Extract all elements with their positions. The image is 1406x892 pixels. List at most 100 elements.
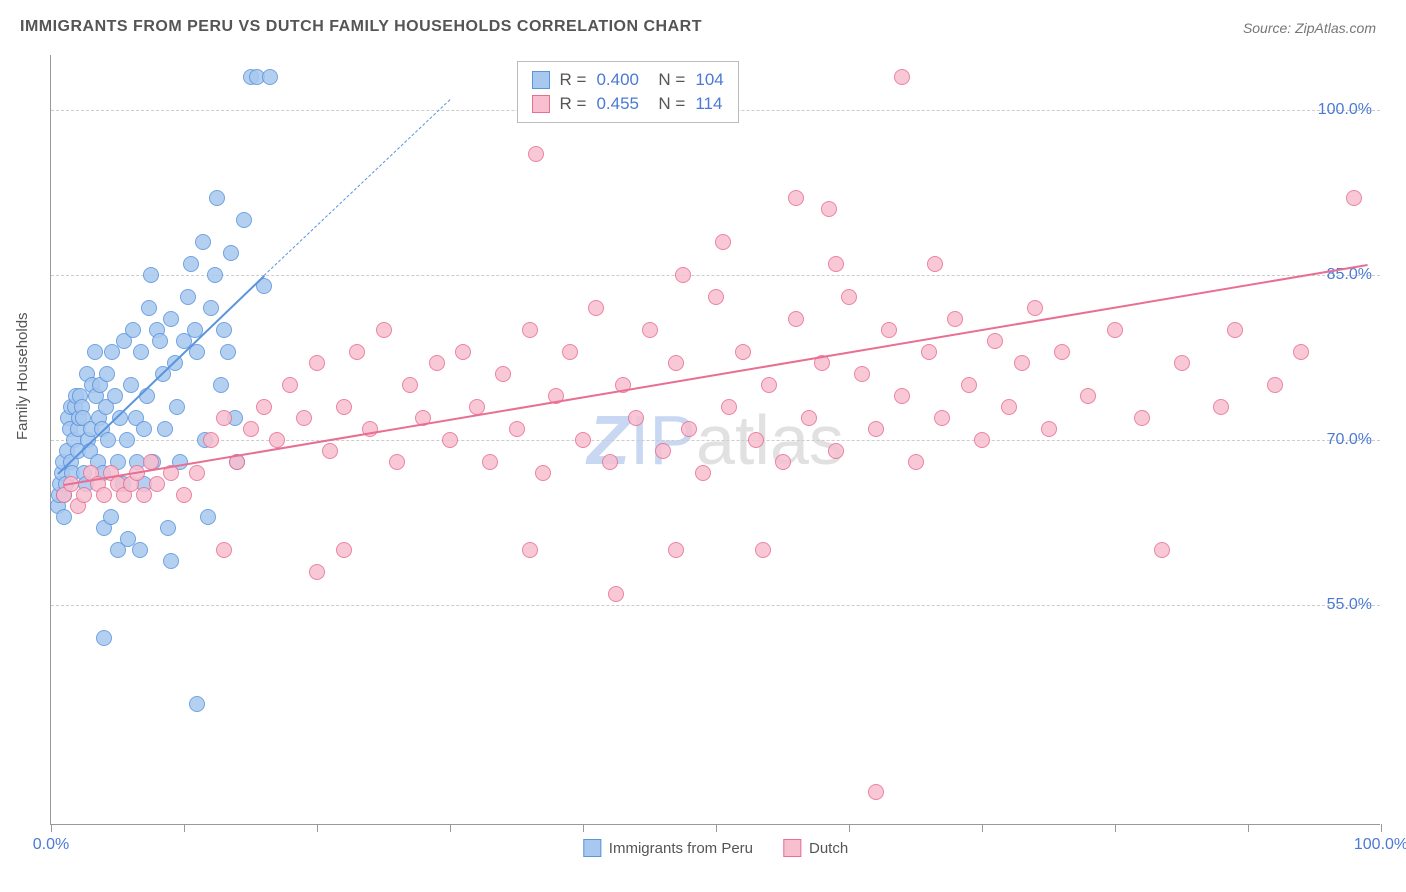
series-swatch xyxy=(532,95,550,113)
data-point xyxy=(868,784,884,800)
data-point xyxy=(309,564,325,580)
legend-label: Immigrants from Peru xyxy=(609,840,753,857)
x-tick xyxy=(1381,824,1382,832)
data-point xyxy=(522,542,538,558)
data-point xyxy=(125,322,141,338)
data-point xyxy=(269,432,285,448)
data-point xyxy=(189,696,205,712)
data-point xyxy=(136,487,152,503)
data-point xyxy=(220,344,236,360)
data-point xyxy=(588,300,604,316)
data-point xyxy=(100,432,116,448)
data-point xyxy=(180,289,196,305)
y-tick-label: 70.0% xyxy=(1327,431,1372,449)
data-point xyxy=(881,322,897,338)
legend-item: Immigrants from Peru xyxy=(583,839,753,857)
data-point xyxy=(821,201,837,217)
data-point xyxy=(143,267,159,283)
data-point xyxy=(455,344,471,360)
data-point xyxy=(961,377,977,393)
data-point xyxy=(203,432,219,448)
data-point xyxy=(216,410,232,426)
gridline xyxy=(51,440,1380,441)
data-point xyxy=(681,421,697,437)
data-point xyxy=(748,432,764,448)
data-point xyxy=(668,355,684,371)
x-tick xyxy=(1248,824,1249,832)
gridline xyxy=(51,275,1380,276)
data-point xyxy=(828,256,844,272)
data-point xyxy=(336,399,352,415)
legend-label: Dutch xyxy=(809,840,848,857)
data-point xyxy=(152,333,168,349)
trend-line xyxy=(263,99,450,276)
x-tick xyxy=(317,824,318,832)
n-label: N = xyxy=(649,92,685,116)
data-point xyxy=(133,344,149,360)
data-point xyxy=(163,311,179,327)
stats-row: R =0.455 N =114 xyxy=(532,92,724,116)
data-point xyxy=(1027,300,1043,316)
data-point xyxy=(788,190,804,206)
data-point xyxy=(1154,542,1170,558)
data-point xyxy=(1054,344,1070,360)
source-attribution: Source: ZipAtlas.com xyxy=(1243,20,1376,36)
data-point xyxy=(389,454,405,470)
data-point xyxy=(136,421,152,437)
data-point xyxy=(176,487,192,503)
data-point xyxy=(894,388,910,404)
correlation-stats-box: R =0.400 N =104R =0.455 N =114 xyxy=(517,61,739,123)
data-point xyxy=(1080,388,1096,404)
data-point xyxy=(213,377,229,393)
data-point xyxy=(522,322,538,338)
data-point xyxy=(309,355,325,371)
data-point xyxy=(1227,322,1243,338)
data-point xyxy=(262,69,278,85)
data-point xyxy=(119,432,135,448)
data-point xyxy=(721,399,737,415)
chart-title: IMMIGRANTS FROM PERU VS DUTCH FAMILY HOU… xyxy=(0,0,1406,36)
data-point xyxy=(376,322,392,338)
data-point xyxy=(495,366,511,382)
data-point xyxy=(76,487,92,503)
data-point xyxy=(1014,355,1030,371)
data-point xyxy=(715,234,731,250)
x-tick-label: 0.0% xyxy=(33,836,69,854)
data-point xyxy=(132,542,148,558)
data-point xyxy=(141,300,157,316)
data-point xyxy=(107,388,123,404)
y-tick-label: 100.0% xyxy=(1318,101,1372,119)
data-point xyxy=(482,454,498,470)
data-point xyxy=(974,432,990,448)
data-point xyxy=(256,399,272,415)
data-point xyxy=(868,421,884,437)
gridline xyxy=(51,605,1380,606)
data-point xyxy=(442,432,458,448)
data-point xyxy=(528,146,544,162)
data-point xyxy=(123,377,139,393)
series-swatch xyxy=(532,71,550,89)
data-point xyxy=(96,630,112,646)
data-point xyxy=(207,267,223,283)
data-point xyxy=(921,344,937,360)
data-point xyxy=(668,542,684,558)
data-point xyxy=(708,289,724,305)
data-point xyxy=(96,487,112,503)
n-value: 104 xyxy=(695,68,723,92)
data-point xyxy=(841,289,857,305)
data-point xyxy=(103,509,119,525)
bottom-legend: Immigrants from Peru Dutch xyxy=(583,839,848,857)
data-point xyxy=(336,542,352,558)
x-tick-label: 100.0% xyxy=(1354,836,1406,854)
data-point xyxy=(56,509,72,525)
y-axis-label: Family Households xyxy=(14,312,31,440)
x-tick xyxy=(184,824,185,832)
n-label: N = xyxy=(649,68,685,92)
data-point xyxy=(282,377,298,393)
data-point xyxy=(296,410,312,426)
data-point xyxy=(216,322,232,338)
data-point xyxy=(934,410,950,426)
data-point xyxy=(575,432,591,448)
r-label: R = xyxy=(560,68,587,92)
data-point xyxy=(209,190,225,206)
